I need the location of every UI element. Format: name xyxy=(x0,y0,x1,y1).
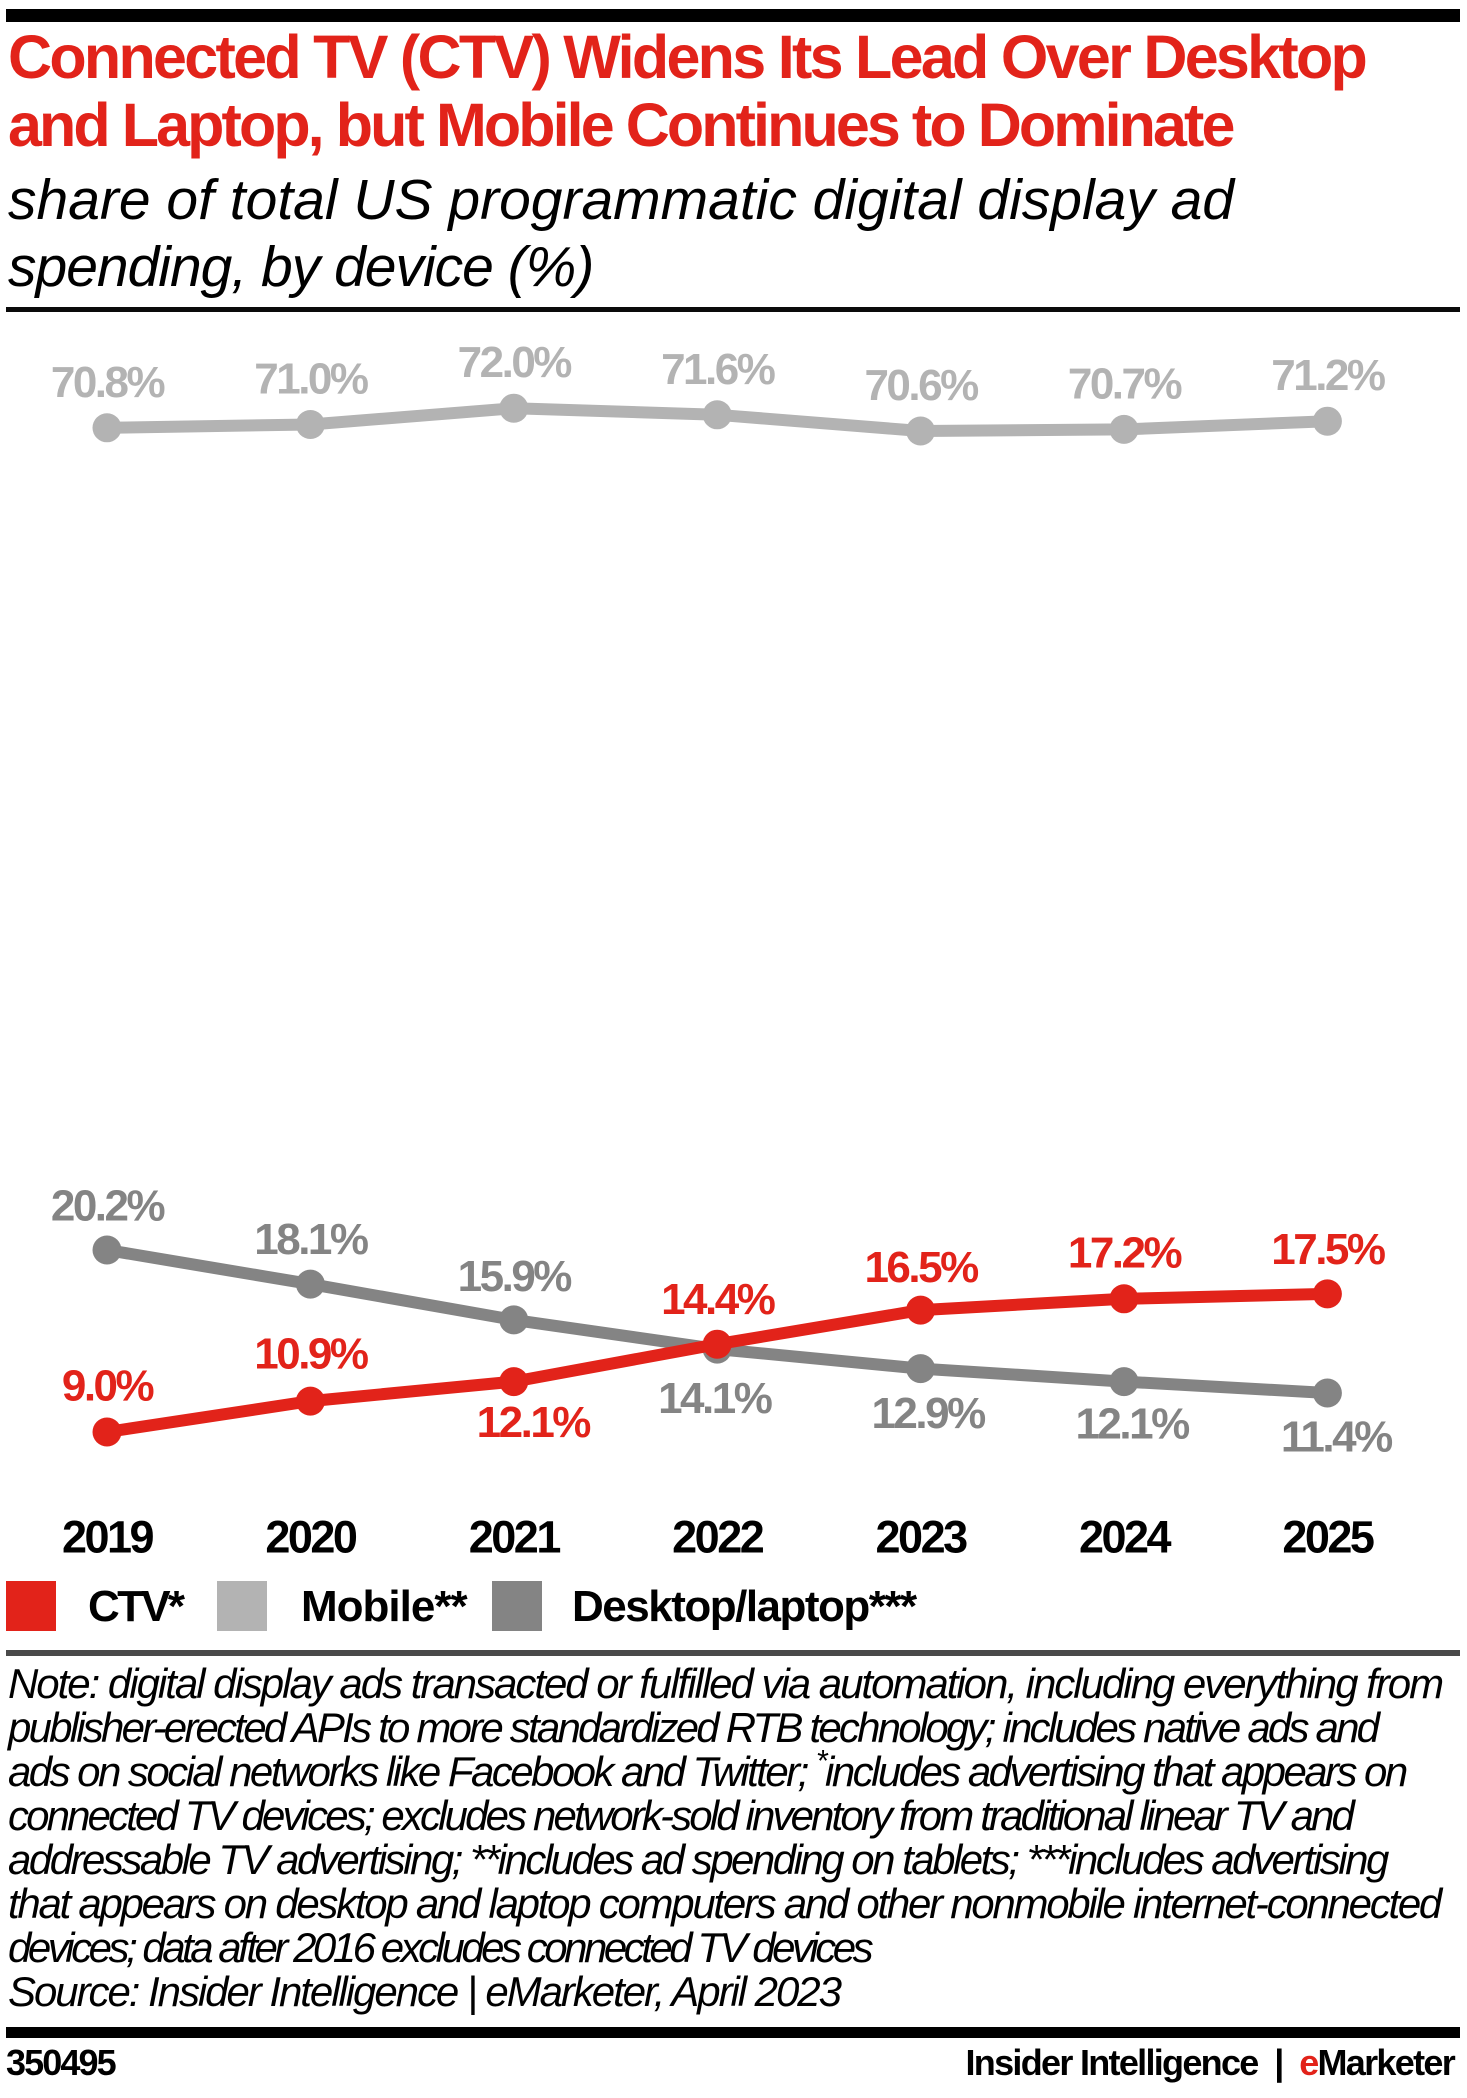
svg-text:70.7%: 70.7% xyxy=(1068,359,1182,408)
svg-text:2025: 2025 xyxy=(1282,1512,1374,1563)
svg-text:Mobile**: Mobile** xyxy=(301,1582,468,1631)
svg-text:14.1%: 14.1% xyxy=(658,1374,772,1423)
svg-text:14.4%: 14.4% xyxy=(661,1275,775,1324)
svg-text:Desktop/laptop***: Desktop/laptop*** xyxy=(572,1582,918,1631)
svg-text:72.0%: 72.0% xyxy=(458,338,572,387)
svg-text:2020: 2020 xyxy=(265,1512,357,1563)
svg-text:2023: 2023 xyxy=(876,1512,968,1563)
svg-text:70.6%: 70.6% xyxy=(864,361,978,410)
svg-text:16.5%: 16.5% xyxy=(864,1243,978,1292)
svg-text:12.1%: 12.1% xyxy=(477,1398,591,1447)
svg-text:12.1%: 12.1% xyxy=(1075,1400,1189,1449)
svg-text:CTV*: CTV* xyxy=(88,1582,186,1631)
svg-text:70.8%: 70.8% xyxy=(51,358,165,407)
svg-text:17.2%: 17.2% xyxy=(1068,1229,1182,1278)
svg-text:17.5%: 17.5% xyxy=(1271,1225,1385,1274)
svg-text:2019: 2019 xyxy=(62,1512,154,1563)
svg-text:18.1%: 18.1% xyxy=(254,1215,368,1264)
svg-text:9.0%: 9.0% xyxy=(62,1362,154,1411)
svg-text:15.9%: 15.9% xyxy=(458,1252,572,1301)
svg-text:2024: 2024 xyxy=(1079,1512,1172,1563)
svg-text:71.6%: 71.6% xyxy=(661,345,775,394)
svg-text:2022: 2022 xyxy=(672,1512,764,1563)
svg-text:71.2%: 71.2% xyxy=(1271,351,1385,400)
svg-text:10.9%: 10.9% xyxy=(254,1330,368,1379)
svg-text:20.2%: 20.2% xyxy=(51,1182,165,1231)
svg-text:71.0%: 71.0% xyxy=(254,355,368,404)
svg-text:11.4%: 11.4% xyxy=(1281,1412,1392,1461)
svg-text:2021: 2021 xyxy=(469,1512,561,1563)
svg-text:12.9%: 12.9% xyxy=(871,1389,985,1438)
